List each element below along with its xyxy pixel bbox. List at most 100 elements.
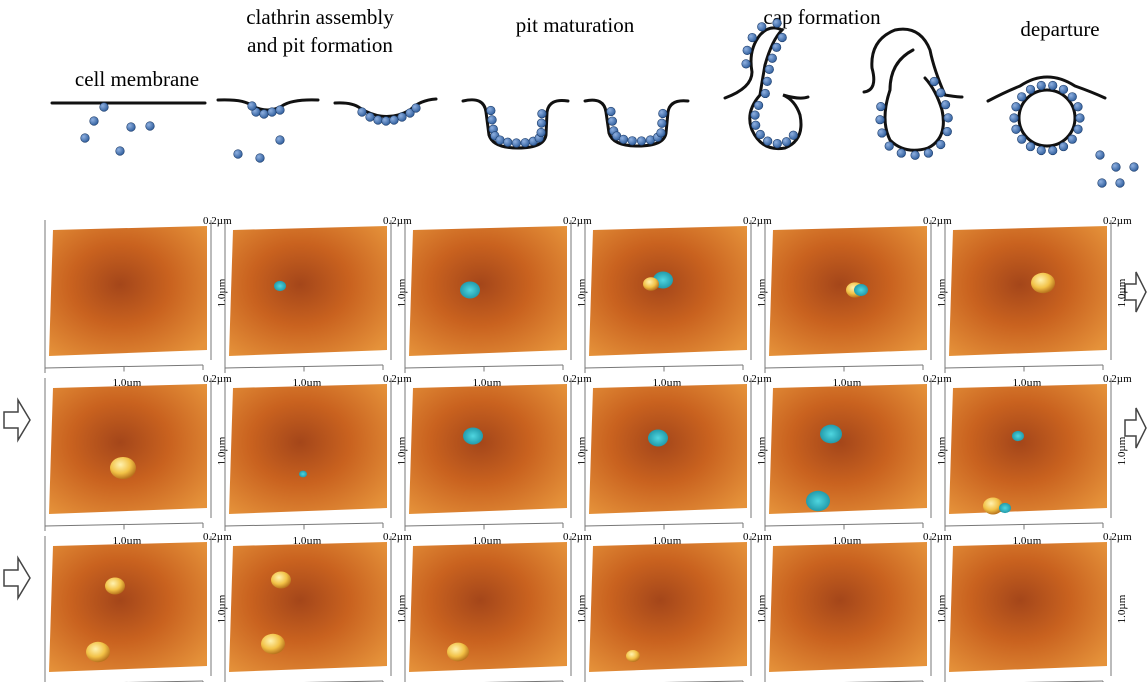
membrane: [725, 28, 808, 149]
z-label: 0.2µm: [1103, 373, 1132, 385]
y-label: 1.0µm: [756, 278, 768, 307]
afm-panel: 0.2µm1.0µm1.0µm: [765, 373, 952, 547]
clathrin: [276, 136, 285, 145]
clathrin: [757, 22, 766, 31]
clathrin: [496, 136, 505, 145]
clathrin: [628, 136, 637, 145]
clathrin: [1059, 85, 1068, 94]
vesicle-bump: [626, 650, 640, 662]
clathrin: [382, 117, 391, 126]
clathrin: [772, 43, 781, 52]
vesicle-bump: [643, 277, 659, 291]
pit: [274, 281, 286, 291]
clathrin: [1010, 114, 1019, 123]
clathrin: [751, 111, 760, 120]
afm-panel: 0.2µm1.0µm1.0µm: [405, 531, 592, 682]
z-label: 0.2µm: [383, 531, 412, 543]
clathrin: [885, 142, 894, 151]
clathrin: [657, 129, 666, 138]
vesicle-bump: [447, 643, 469, 662]
afm-image: [229, 226, 387, 356]
clathrin: [1017, 92, 1026, 101]
clathrin: [659, 109, 668, 118]
vesicle-bump: [110, 457, 136, 479]
clathrin: [751, 121, 760, 130]
pit: [854, 284, 868, 296]
z-label: 0.2µm: [203, 531, 232, 543]
clathrin: [1068, 92, 1077, 101]
afm-image: [949, 542, 1107, 672]
afm-image: [409, 226, 567, 356]
y-label: 1.0µm: [396, 278, 408, 307]
y-label: 1.0µm: [936, 278, 948, 307]
clathrin: [268, 108, 277, 117]
vesicle-bump: [271, 572, 291, 589]
y-label: 1.0µm: [396, 436, 408, 465]
pit: [299, 471, 307, 478]
clathrin: [1098, 179, 1107, 188]
clathrin: [1012, 102, 1021, 111]
clathrin: [1074, 102, 1083, 111]
clathrin: [412, 104, 421, 113]
clathrin: [748, 33, 757, 42]
clathrin: [116, 147, 125, 156]
clathrin: [374, 116, 383, 125]
z-label: 0.2µm: [383, 373, 412, 385]
z-label: 0.2µm: [1103, 531, 1132, 543]
clathrin: [936, 88, 945, 97]
clathrin: [256, 154, 265, 163]
clathrin: [234, 150, 243, 159]
clathrin: [637, 137, 646, 146]
stage-label: departure: [1020, 17, 1099, 41]
clathrin: [390, 116, 399, 125]
y-label: 1.0µm: [756, 594, 768, 623]
vesicle-bump: [1031, 273, 1055, 293]
clathrin: [608, 117, 617, 126]
afm-image: [229, 542, 387, 672]
afm-image: [949, 384, 1107, 514]
afm-image: [589, 542, 747, 672]
clathrin: [248, 102, 257, 111]
clathrin: [1076, 114, 1085, 123]
clathrin: [763, 77, 772, 86]
clathrin: [90, 117, 99, 126]
membrane: [335, 99, 436, 117]
afm-image: [49, 542, 207, 672]
afm-image: [949, 226, 1107, 356]
clathrin: [537, 128, 546, 137]
afm-panel: 0.2µm1.0µm1.0µm: [585, 373, 772, 547]
membrane: [218, 100, 318, 110]
clathrin: [1116, 179, 1125, 188]
vesicle-bump: [261, 634, 285, 654]
clathrin: [1026, 142, 1035, 151]
y-label: 1.0µm: [576, 594, 588, 623]
y-label: 1.0µm: [576, 278, 588, 307]
clathrin: [1037, 146, 1046, 155]
pit: [999, 503, 1011, 513]
z-label: 0.2µm: [563, 531, 592, 543]
afm-panel: 0.2µm1.0µm1.0µm: [945, 215, 1132, 389]
clathrin: [487, 106, 496, 115]
afm-image: [769, 542, 927, 672]
y-label: 1.0µm: [1116, 594, 1128, 623]
y-label: 1.0µm: [936, 594, 948, 623]
afm-panel: 0.2µm1.0µm1.0µm: [225, 215, 412, 389]
clathrin: [503, 138, 512, 147]
afm-panel: 0.2µm1.0µm1.0µm: [405, 215, 592, 389]
clathrin: [276, 106, 285, 115]
clathrin: [877, 102, 886, 111]
clathrin: [538, 109, 547, 118]
y-label: 1.0µm: [396, 594, 408, 623]
clathrin: [398, 113, 407, 122]
clathrin: [488, 116, 497, 125]
clathrin: [1074, 125, 1083, 134]
clathrin: [1026, 85, 1035, 94]
clathrin: [911, 151, 920, 160]
afm-image: [589, 384, 747, 514]
y-label: 1.0µm: [576, 436, 588, 465]
clathrin: [1012, 125, 1021, 134]
clathrin: [81, 134, 90, 143]
